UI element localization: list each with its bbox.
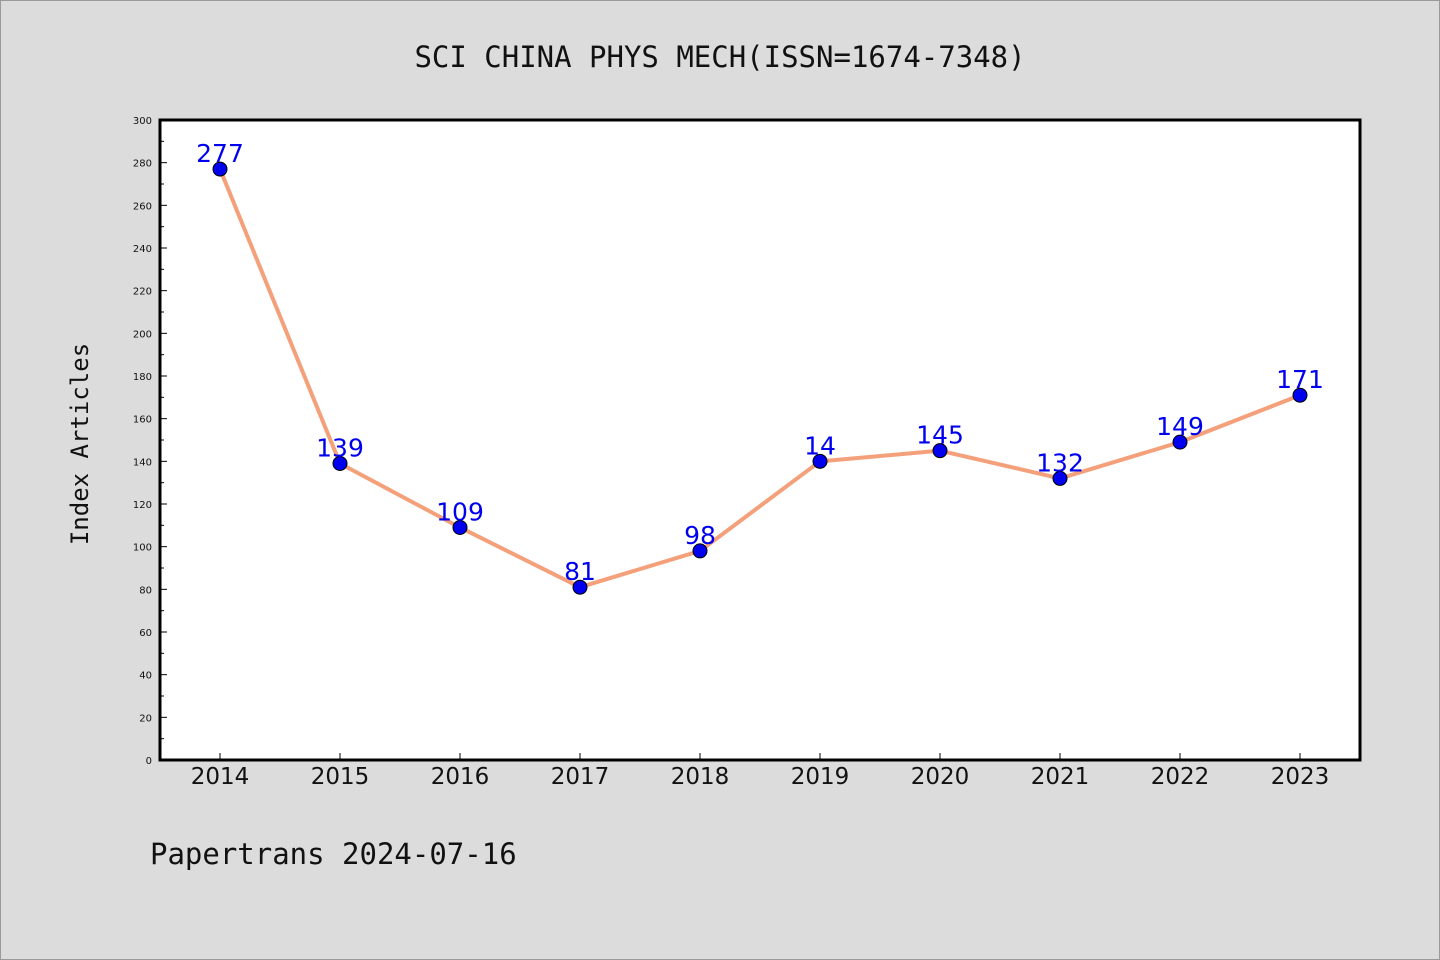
y-axis-label: Index Articles — [66, 343, 94, 545]
y-tick-label: 40 — [139, 671, 152, 682]
y-tick-label: 180 — [133, 372, 152, 383]
data-point — [332, 455, 348, 471]
x-tick-label: 2019 — [791, 764, 850, 790]
y-tick-label: 60 — [139, 628, 152, 639]
data-label: 98 — [684, 521, 716, 550]
y-tick-label: 0 — [146, 756, 152, 767]
x-tick-label: 2022 — [1151, 764, 1210, 790]
y-tick-label: 120 — [133, 500, 152, 511]
data-point — [212, 161, 228, 177]
data-label: 171 — [1276, 365, 1324, 394]
data-point — [1052, 470, 1068, 486]
data-point — [932, 443, 948, 459]
data-label: 149 — [1156, 412, 1204, 441]
y-tick-label: 160 — [133, 415, 152, 426]
y-tick-label: 300 — [133, 116, 152, 127]
y-tick-label: 100 — [133, 543, 152, 554]
x-axis: 2014 2015 2016 2017 2018 2019 2020 2021 2022 2023 — [191, 753, 1330, 790]
data-label: 145 — [916, 421, 964, 450]
x-tick-label: 2014 — [191, 764, 250, 790]
series-line — [218, 168, 1301, 590]
chart-title: SCI CHINA PHYS MECH(ISSN=1674-7348) — [414, 40, 1025, 74]
data-point — [452, 519, 468, 535]
data-label: 14 — [804, 431, 836, 460]
data-point — [812, 453, 828, 469]
data-point — [1172, 434, 1188, 450]
x-tick-label: 2016 — [431, 764, 490, 790]
x-tick-label: 2017 — [551, 764, 610, 790]
data-label: 132 — [1036, 448, 1084, 477]
data-label: 277 — [196, 139, 244, 168]
y-tick-label: 200 — [133, 329, 152, 340]
data-label: 139 — [316, 433, 364, 462]
data-point — [1292, 387, 1308, 403]
y-tick-label: 280 — [133, 159, 152, 170]
y-tick-label: 20 — [139, 713, 152, 724]
footer-credit: Papertrans 2024-07-16 — [150, 837, 517, 871]
plot-area — [158, 118, 1362, 762]
y-tick-label: 80 — [139, 585, 152, 596]
x-tick-label: 2023 — [1271, 764, 1330, 790]
y-tick-label: 220 — [133, 287, 152, 298]
x-tick-label: 2020 — [911, 764, 970, 790]
data-point — [572, 579, 588, 595]
series-group: 277 139 109 81 98 14 145 132 149 171 — [196, 139, 1324, 595]
data-label: 109 — [436, 497, 484, 526]
data-label: 81 — [564, 557, 596, 586]
x-tick-label: 2021 — [1031, 764, 1090, 790]
y-tick-label: 240 — [133, 244, 152, 255]
x-tick-label: 2018 — [671, 764, 730, 790]
x-tick-label: 2015 — [311, 764, 370, 790]
y-tick-label: 140 — [133, 457, 152, 468]
y-axis: 0 20 40 60 80 100 120 140 160 180 200 220 240 260 280 3… — [133, 116, 167, 767]
data-point — [692, 543, 708, 559]
y-tick-label: 260 — [133, 201, 152, 212]
